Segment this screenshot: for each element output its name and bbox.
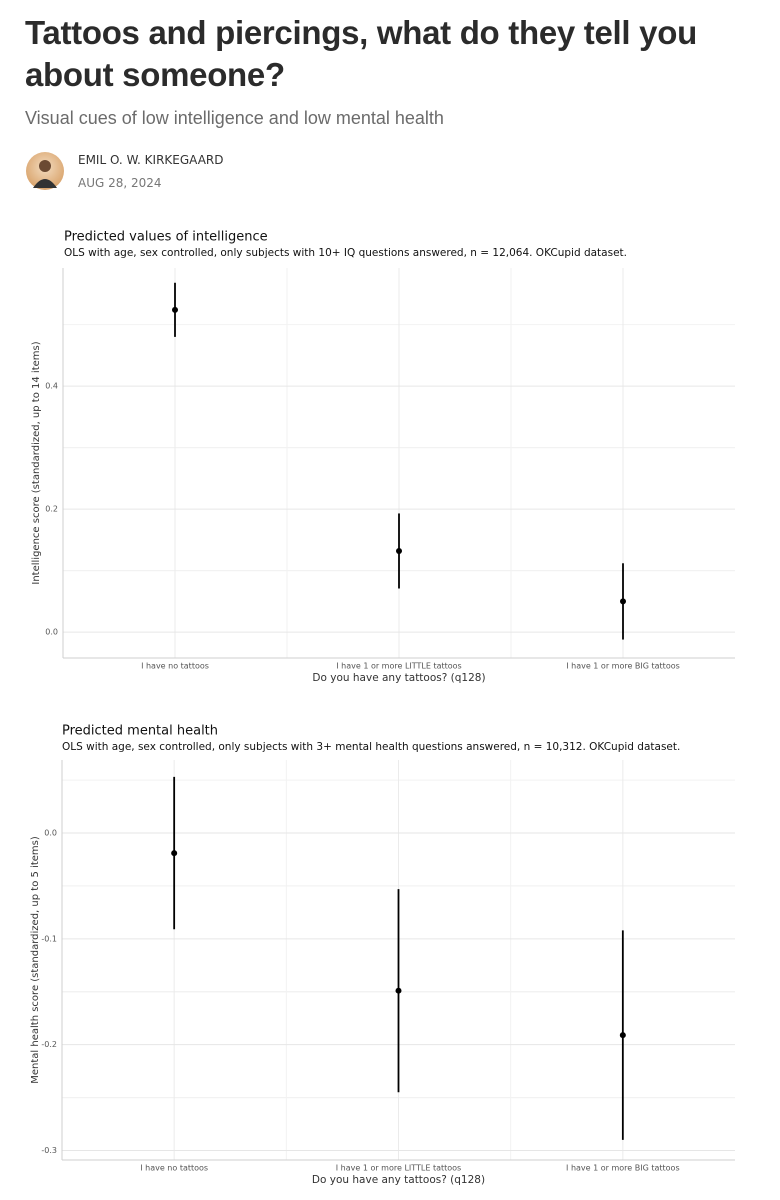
- x-tick-label: I have no tattoos: [141, 662, 209, 671]
- y-tick-label: -0.3: [41, 1146, 57, 1155]
- avatar-figure: [33, 179, 57, 188]
- avatar-head: [39, 160, 51, 172]
- x-axis-title: Do you have any tattoos? (q128): [312, 672, 485, 684]
- date: AUG 28, 2024: [78, 176, 162, 190]
- article-title: Tattoos and piercings, what do they tell…: [25, 14, 697, 93]
- y-axis-title: Mental health score (standardized, up to…: [30, 836, 41, 1084]
- x-tick-label: I have 1 or more LITTLE tattoos: [336, 1164, 461, 1173]
- chart-subtitle: OLS with age, sex controlled, only subje…: [62, 741, 680, 753]
- chart-title: Predicted mental health: [62, 724, 218, 739]
- y-tick-label: 0.0: [44, 829, 57, 838]
- chart-title: Predicted values of intelligence: [64, 230, 268, 245]
- point: [619, 1032, 626, 1039]
- y-axis-title: Intelligence score (standardized, up to …: [31, 341, 42, 584]
- y-tick-label: 0.4: [45, 382, 58, 391]
- y-tick-label: 0.2: [45, 505, 58, 514]
- chart-subtitle: OLS with age, sex controlled, only subje…: [64, 247, 627, 259]
- x-axis-title: Do you have any tattoos? (q128): [312, 1174, 485, 1186]
- y-tick-label: -0.1: [41, 934, 57, 943]
- article-subtitle: Visual cues of low intelligence and low …: [25, 108, 444, 128]
- x-tick-label: I have 1 or more LITTLE tattoos: [336, 662, 461, 671]
- point: [620, 598, 626, 605]
- y-tick-label: -0.2: [41, 1040, 57, 1049]
- point: [171, 850, 178, 857]
- x-tick-label: I have no tattoos: [140, 1164, 208, 1173]
- x-tick-label: I have 1 or more BIG tattoos: [566, 1164, 680, 1173]
- point: [172, 306, 178, 313]
- point: [395, 987, 402, 994]
- author: EMIL O. W. KIRKEGAARD: [78, 153, 224, 167]
- x-tick-label: I have 1 or more BIG tattoos: [566, 662, 680, 671]
- point: [396, 547, 402, 554]
- y-tick-label: 0.0: [45, 628, 58, 637]
